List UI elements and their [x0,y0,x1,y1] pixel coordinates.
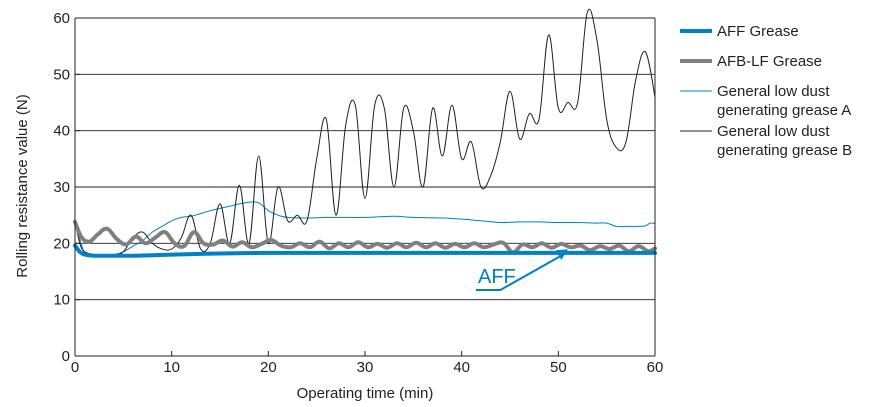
x-tick-label-20: 20 [260,359,277,376]
y-tick-label-50: 50 [53,66,70,83]
y-tick-label-0: 0 [62,348,70,365]
aff-annotation-arrowhead [555,249,568,260]
legend-label-0-line-0: AFF Grease [717,23,799,40]
legend-label-3-line-0: General low dust [717,123,830,140]
legend-label-1-line-0: AFB-LF Grease [717,53,822,70]
y-tick-label-40: 40 [53,123,70,140]
series-line-2 [74,201,656,257]
legend-label-3-line-1: generating grease B [717,142,852,159]
aff-annotation: AFF [476,249,568,291]
y-axis-title: Rolling resistance value (N) [14,94,31,277]
y-tick-label-30: 30 [53,179,70,196]
x-tick-label-10: 10 [163,359,180,376]
gridlines [75,17,655,301]
x-tick-label-0: 0 [71,359,79,376]
series-line-0 [73,243,657,258]
aff-annotation-leader [476,254,563,291]
y-tick-label-60: 60 [53,10,70,27]
legend-label-2-line-1: generating grease A [717,102,851,119]
series-line-1 [73,219,657,255]
x-tick-label-40: 40 [453,359,470,376]
tick-labels: 0 10 20 30 40 50 60 0 10 20 30 40 50 60 [53,10,663,376]
x-tick-label-50: 50 [550,359,567,376]
legend-label-2-line-0: General low dust [717,83,830,100]
series-line-3 [74,8,656,257]
x-tick-label-60: 60 [647,359,664,376]
x-tick-label-30: 30 [357,359,374,376]
aff-annotation-label: AFF [478,266,516,288]
y-tick-label-10: 10 [53,292,70,309]
y-tick-label-20: 20 [53,235,70,252]
x-axis-title: Operating time (min) [297,385,434,402]
series-lines [73,8,657,258]
legend: AFF Grease AFB-LF Grease General low dust g… [680,23,852,159]
